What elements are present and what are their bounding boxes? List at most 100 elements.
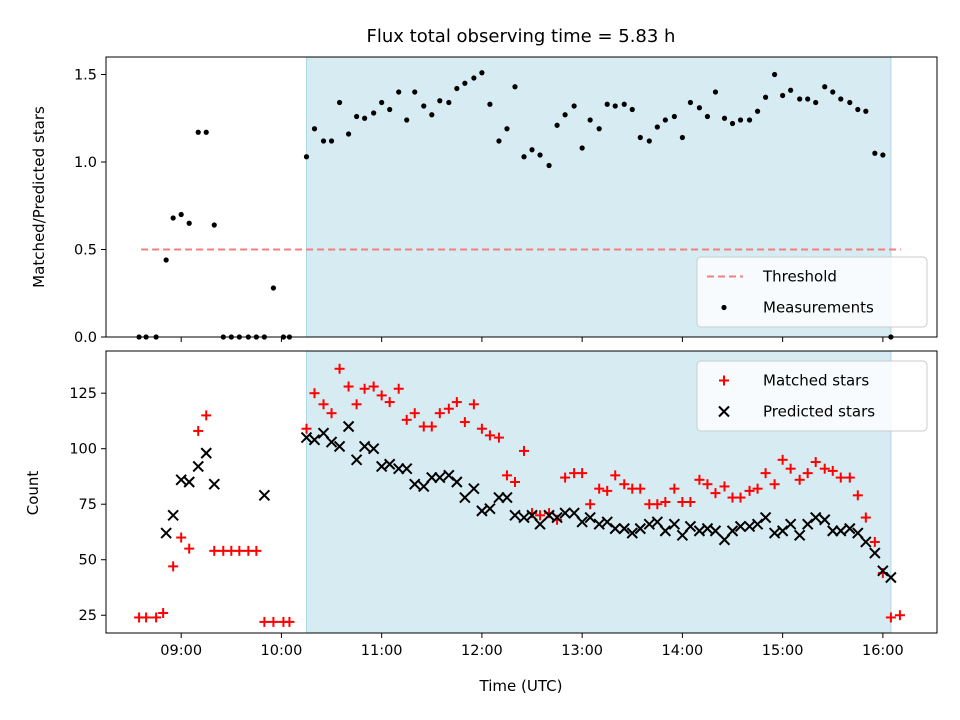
measurement-point xyxy=(471,75,477,81)
measurement-point xyxy=(195,129,201,135)
y-tick-label: 125 xyxy=(69,386,97,402)
matched-star-point xyxy=(635,483,646,494)
matched-star-point xyxy=(694,474,705,485)
matched-star-point xyxy=(585,499,596,510)
x-tick-label: 09:00 xyxy=(160,643,202,659)
measurement-point xyxy=(454,85,460,92)
matched-star-point xyxy=(702,479,713,490)
measurement-point xyxy=(537,152,543,158)
legend-label: Matched stars xyxy=(763,372,869,390)
predicted-star-point xyxy=(668,518,681,530)
measurement-point xyxy=(311,126,318,132)
predicted-star-point xyxy=(459,491,471,504)
predicted-star-point xyxy=(468,482,480,495)
measurement-point xyxy=(529,147,535,153)
matched-star-point xyxy=(309,388,320,399)
matched-star-point xyxy=(141,612,152,623)
matched-star-point xyxy=(468,399,479,410)
predicted-star-point xyxy=(634,522,646,535)
matched-star-point xyxy=(351,399,362,410)
matched-star-point xyxy=(760,468,771,479)
measurement-point xyxy=(521,154,527,160)
legend-matched-swatch xyxy=(719,375,729,386)
matched-star-point xyxy=(234,545,245,556)
matched-star-point xyxy=(577,468,588,479)
measurement-point xyxy=(621,101,627,107)
predicted-star-point xyxy=(509,509,521,522)
predicted-star-point xyxy=(759,511,772,524)
matched-star-point xyxy=(844,472,855,483)
predicted-star-point xyxy=(350,454,363,466)
measurement-point xyxy=(371,110,377,116)
predicted-star-point xyxy=(844,522,856,535)
matched-star-point xyxy=(451,397,462,408)
matched-star-point xyxy=(459,417,470,428)
x-tick-label: 14:00 xyxy=(661,643,703,659)
matched-star-point xyxy=(268,616,279,627)
predicted-star-point xyxy=(659,525,672,537)
predicted-star-point xyxy=(484,502,496,515)
matched-star-point xyxy=(409,408,420,419)
predicted-star-point xyxy=(743,520,756,533)
measurement-point xyxy=(671,113,677,120)
legend-predicted-swatch xyxy=(718,405,730,418)
measurement-point xyxy=(178,211,184,218)
measurement-point xyxy=(637,134,643,141)
matched-star-point xyxy=(619,479,630,490)
predicted-star-point xyxy=(718,534,731,546)
predicted-star-point xyxy=(869,547,881,559)
predicted-star-point xyxy=(208,478,220,490)
measurement-point xyxy=(303,154,310,160)
predicted-star-point xyxy=(568,507,580,519)
measurement-point xyxy=(788,87,794,93)
matched-star-point xyxy=(802,468,813,479)
bottom-panel-counts: Count 25 50 75 100 125 09:00 10:00 11:00 12:00 13… xyxy=(24,350,938,659)
predicted-star-point xyxy=(543,509,555,522)
measurement-point xyxy=(404,117,410,123)
matched-star-point xyxy=(259,616,270,627)
predicted-star-point xyxy=(200,447,212,459)
matched-star-point xyxy=(894,610,905,621)
legend-label: Threshold xyxy=(762,268,837,286)
matched-star-point xyxy=(860,512,871,523)
legend-label: Measurements xyxy=(763,299,874,317)
measurement-point xyxy=(429,112,435,118)
measurement-point xyxy=(571,103,577,109)
measurement-point xyxy=(822,84,828,90)
predicted-star-point xyxy=(258,489,271,502)
plot-frame xyxy=(105,350,938,634)
predicted-star-point xyxy=(734,520,747,533)
measurement-point xyxy=(746,117,753,123)
predicted-star-point xyxy=(383,458,396,470)
matched-star-point xyxy=(158,608,169,619)
chart-title: Flux total observing time = 5.83 h xyxy=(367,26,676,47)
predicted-star-point xyxy=(518,511,530,524)
matched-star-point xyxy=(560,472,571,483)
measurement-point xyxy=(687,99,694,106)
x-tick-label: 15:00 xyxy=(762,643,804,659)
predicted-star-point xyxy=(784,518,797,530)
plot-frame xyxy=(105,56,938,338)
predicted-star-point xyxy=(709,525,722,537)
predicted-star-point xyxy=(375,460,388,473)
matched-star-point xyxy=(301,423,312,434)
matched-star-point xyxy=(209,545,220,556)
matched-star-point xyxy=(535,510,546,521)
predicted-star-point xyxy=(418,480,430,493)
measurement-point xyxy=(679,134,685,141)
predicted-star-point xyxy=(409,478,421,490)
measurement-point xyxy=(546,162,552,169)
matched-star-point xyxy=(777,454,788,465)
measurement-point xyxy=(345,131,352,137)
predicted-star-point xyxy=(476,505,488,517)
predicted-star-point xyxy=(684,520,697,533)
legend: Threshold Measurements xyxy=(696,256,928,328)
matched-star-point xyxy=(735,492,746,503)
matched-star-point xyxy=(669,483,680,494)
matched-star-point xyxy=(869,536,880,547)
measurement-point xyxy=(362,115,368,121)
predicted-star-point xyxy=(401,462,413,475)
measurement-point xyxy=(203,129,209,135)
matched-star-point xyxy=(393,383,404,394)
predicted-star-point xyxy=(192,460,204,473)
